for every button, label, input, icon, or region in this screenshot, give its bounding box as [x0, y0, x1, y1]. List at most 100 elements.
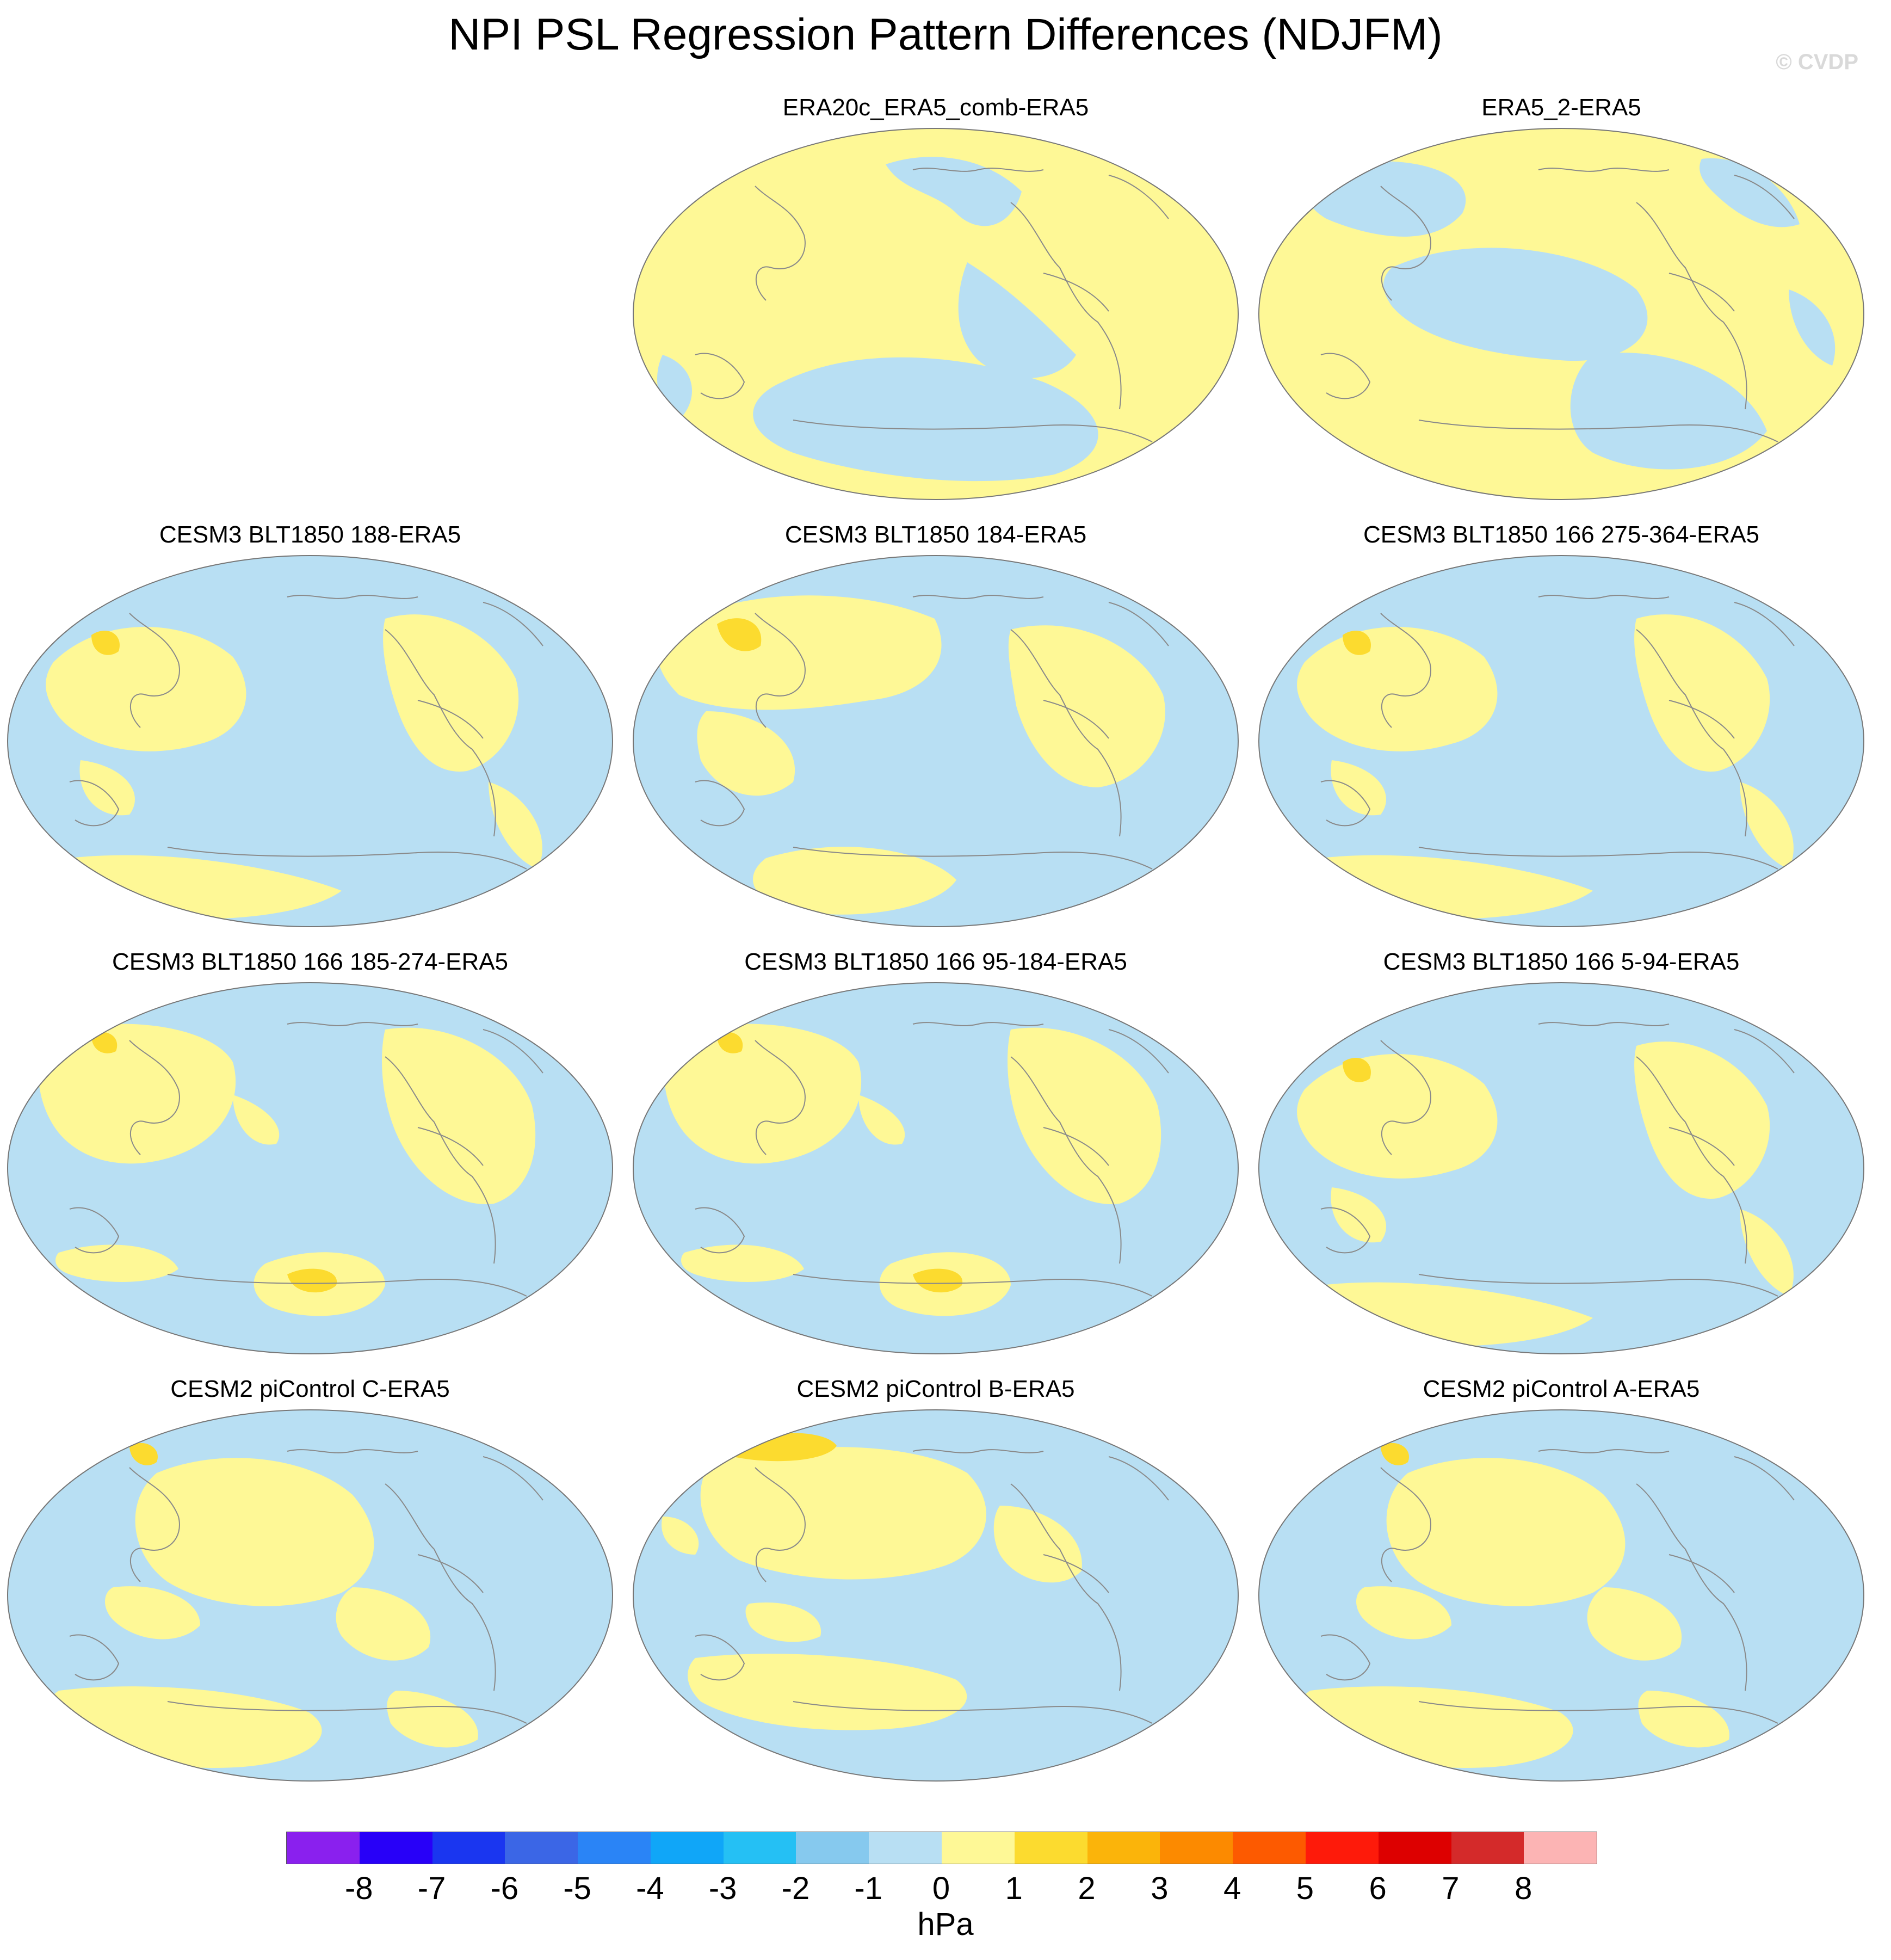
coastline: [69, 1634, 120, 1681]
coastline: [1320, 1207, 1371, 1254]
positive-anomaly-region: [489, 782, 542, 869]
coastline: [167, 1701, 527, 1724]
coastline: [417, 1127, 484, 1166]
colorbar-box: [650, 1832, 724, 1864]
positive-anomaly-region: [1740, 1209, 1794, 1296]
strong-positive-anomaly-region: [1343, 630, 1371, 655]
positive-anomaly-region: [1587, 1587, 1682, 1661]
colorbar-box: [1087, 1832, 1160, 1864]
colorbar-tick-label: -2: [781, 1871, 810, 1906]
map-outline: [1258, 1409, 1864, 1782]
coastline: [1320, 780, 1371, 827]
positive-anomaly-region: [1297, 1054, 1498, 1179]
positive-anomaly-region: [135, 1458, 374, 1606]
strong-positive-anomaly-region: [1343, 1057, 1371, 1082]
colorbar-box: [359, 1832, 432, 1864]
coastline: [1734, 602, 1795, 646]
map-panel: CESM2 piControl C-ERA5: [0, 1374, 620, 1804]
map-panel: CESM3 BLT1850 166 275-364-ERA5: [1251, 520, 1871, 950]
positive-anomaly-region: [1356, 1586, 1451, 1640]
positive-anomaly-region: [662, 1517, 699, 1555]
robinson-map: [7, 982, 613, 1354]
colorbar-box: [723, 1832, 796, 1864]
positive-anomaly-region: [664, 1024, 862, 1164]
coastline: [793, 847, 1153, 870]
coastline: [1668, 700, 1735, 739]
colorbar-box: [578, 1832, 651, 1864]
figure-title: NPI PSL Regression Pattern Differences (…: [448, 10, 1443, 59]
colorbar-box: [1305, 1832, 1379, 1864]
coastline: [1538, 168, 1670, 172]
coastline: [385, 1056, 496, 1264]
robinson-map: [1258, 555, 1864, 927]
coastline: [1320, 1634, 1371, 1681]
coastline: [1418, 1274, 1778, 1297]
map-panel: CESM3 BLT1850 166 95-184-ERA5: [626, 947, 1246, 1377]
map-panel: CESM3 BLT1850 166 5-94-ERA5: [1251, 947, 1871, 1377]
coastline: [1010, 1483, 1122, 1691]
coastline: [912, 168, 1044, 172]
panel-title: CESM3 BLT1850 188-ERA5: [159, 521, 461, 548]
colorbar-tick-label: 4: [1223, 1871, 1241, 1906]
coastline: [1636, 1483, 1747, 1691]
panel-title: CESM3 BLT1850 184-ERA5: [784, 521, 1087, 548]
panel-title: CESM2 piControl C-ERA5: [170, 1376, 450, 1402]
coastline: [755, 613, 806, 728]
robinson-map: [1258, 128, 1864, 500]
coastline: [69, 1207, 120, 1254]
coastline: [1636, 629, 1747, 837]
coastline: [483, 1456, 543, 1501]
coastline: [1380, 1467, 1431, 1582]
coastline: [1538, 595, 1670, 599]
coastline: [1108, 602, 1169, 646]
coastline: [1418, 420, 1778, 442]
colorbar-tick-label: 5: [1296, 1871, 1314, 1906]
strong-positive-anomaly-region: [287, 1268, 337, 1293]
map-outline: [1258, 555, 1864, 927]
coastline: [1636, 1056, 1747, 1264]
positive-anomaly-region: [745, 1602, 821, 1642]
coastline: [912, 1022, 1044, 1026]
colorbar-tick-label: -3: [708, 1871, 737, 1906]
robinson-map: [633, 128, 1239, 500]
positive-anomaly-region: [55, 1244, 178, 1282]
strong-positive-anomaly-region: [91, 630, 120, 655]
coastline: [287, 1022, 418, 1026]
negative-anomaly-region: [1383, 248, 1648, 361]
map-panel: CESM3 BLT1850 188-ERA5: [0, 520, 620, 950]
coastline: [912, 1449, 1044, 1453]
colorbar-box: [1014, 1832, 1087, 1864]
colorbar-tick-label: -1: [854, 1871, 883, 1906]
coastline: [129, 1467, 180, 1582]
positive-anomaly-region: [700, 1447, 986, 1580]
coastline: [1538, 1022, 1670, 1026]
positive-anomaly-region: [382, 1027, 536, 1204]
map-outline: [633, 1409, 1239, 1782]
robinson-map: [633, 1409, 1239, 1782]
colorbar-tick-label: -6: [490, 1871, 519, 1906]
coastline: [1636, 202, 1747, 410]
coastline: [695, 780, 745, 827]
map-panel: CESM2 piControl B-ERA5: [626, 1374, 1246, 1804]
coastline: [1418, 847, 1778, 870]
map-outline: [7, 982, 613, 1354]
negative-anomaly-region: [1700, 158, 1800, 227]
strong-positive-anomaly-region: [717, 1032, 743, 1053]
positive-anomaly-region: [1634, 614, 1770, 772]
positive-anomaly-region: [1297, 627, 1498, 751]
coastline: [287, 1449, 418, 1453]
coastline: [1010, 1056, 1122, 1264]
colorbar-tick-label: 0: [932, 1871, 950, 1906]
positive-anomaly-region: [383, 614, 519, 772]
colorbar-box: [1451, 1832, 1524, 1864]
strong-positive-anomaly-region: [91, 1032, 118, 1053]
coastline: [417, 700, 484, 739]
coastline: [167, 1274, 527, 1297]
positive-anomaly-region: [1638, 1691, 1729, 1748]
coastline: [793, 1701, 1153, 1724]
positive-anomaly-region: [1386, 1458, 1626, 1606]
robinson-map: [1258, 1409, 1864, 1782]
coastline: [695, 1207, 745, 1254]
colorbar-tick-label: 8: [1515, 1871, 1532, 1906]
map-outline: [7, 555, 613, 927]
